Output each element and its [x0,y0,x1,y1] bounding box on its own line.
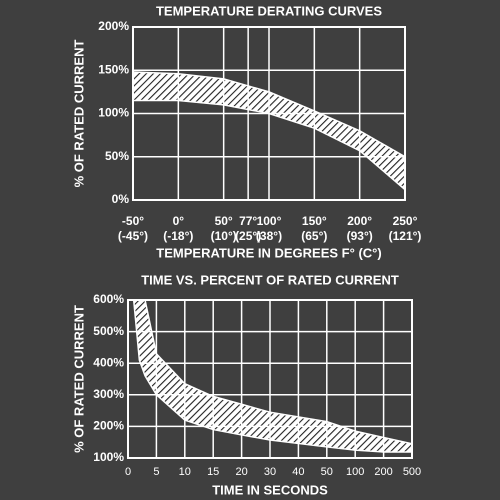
y-axis-title: % OF RATED CURRENT [71,40,86,188]
plot-frame [132,26,406,201]
band-edge [133,71,405,158]
y-tick-label: 0% [112,192,130,206]
x-tick-label: 200 [374,466,392,478]
x-tick-sublabel: (121°) [389,229,422,243]
x-tick-label: 15 [207,466,219,478]
x-axis-title: TIME IN SECONDS [212,482,328,497]
x-tick-label: 100° [257,214,282,228]
x-tick-label: 100 [346,466,364,478]
y-tick-label: 200% [98,19,129,33]
x-tick-sublabel: (10°) [211,229,237,243]
x-tick-label: 50 [321,466,333,478]
band-edge [144,300,412,445]
y-axis-title: % OF RATED CURRENT [71,305,86,453]
x-tick-label: 30 [264,466,276,478]
x-tick-sublabel: (25°) [235,229,261,243]
plot-frame [127,299,413,459]
band-fill [133,71,405,190]
x-tick-label: 250° [393,214,418,228]
y-tick-label: 500% [93,324,124,338]
x-tick-sublabel: (93°) [347,229,373,243]
x-tick-label: 40 [292,466,304,478]
band-edge [133,99,405,191]
y-tick-label: 600% [93,292,124,306]
x-tick-label: 10 [179,466,191,478]
band-edge [132,300,412,453]
x-tick-sublabel: (38°) [256,229,282,243]
chart-title: TEMPERATURE DERATING CURVES [156,3,382,18]
y-tick-label: 100% [98,106,129,120]
x-tick-label: 5 [153,466,159,478]
y-tick-label: 50% [105,149,129,163]
x-tick-label: 500 [403,466,421,478]
y-tick-label: 150% [98,62,129,76]
chart-title: TIME VS. PERCENT OF RATED CURRENT [141,272,399,287]
x-tick-label: 77° [239,214,257,228]
band-fill [133,300,412,452]
y-tick-label: 200% [93,419,124,433]
x-tick-label: -50° [122,214,144,228]
x-tick-sublabel: (-18°) [163,229,193,243]
x-tick-sublabel: (-45°) [118,229,148,243]
x-tick-label: 0 [125,466,131,478]
y-tick-label: 100% [93,450,124,464]
x-tick-label: 0° [173,214,185,228]
x-axis-title: TEMPERATURE IN DEGREES F° (C°) [156,245,381,260]
x-tick-label: 150° [302,214,327,228]
x-tick-label: 20 [235,466,247,478]
x-tick-label: 200° [347,214,372,228]
x-tick-sublabel: (65°) [301,229,327,243]
x-tick-label: 50° [215,214,233,228]
y-tick-label: 400% [93,355,124,369]
y-tick-label: 300% [93,387,124,401]
